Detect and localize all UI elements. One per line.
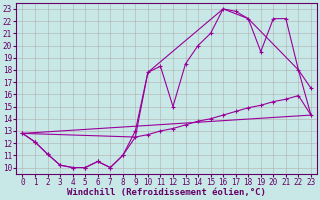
X-axis label: Windchill (Refroidissement éolien,°C): Windchill (Refroidissement éolien,°C)	[67, 188, 266, 197]
